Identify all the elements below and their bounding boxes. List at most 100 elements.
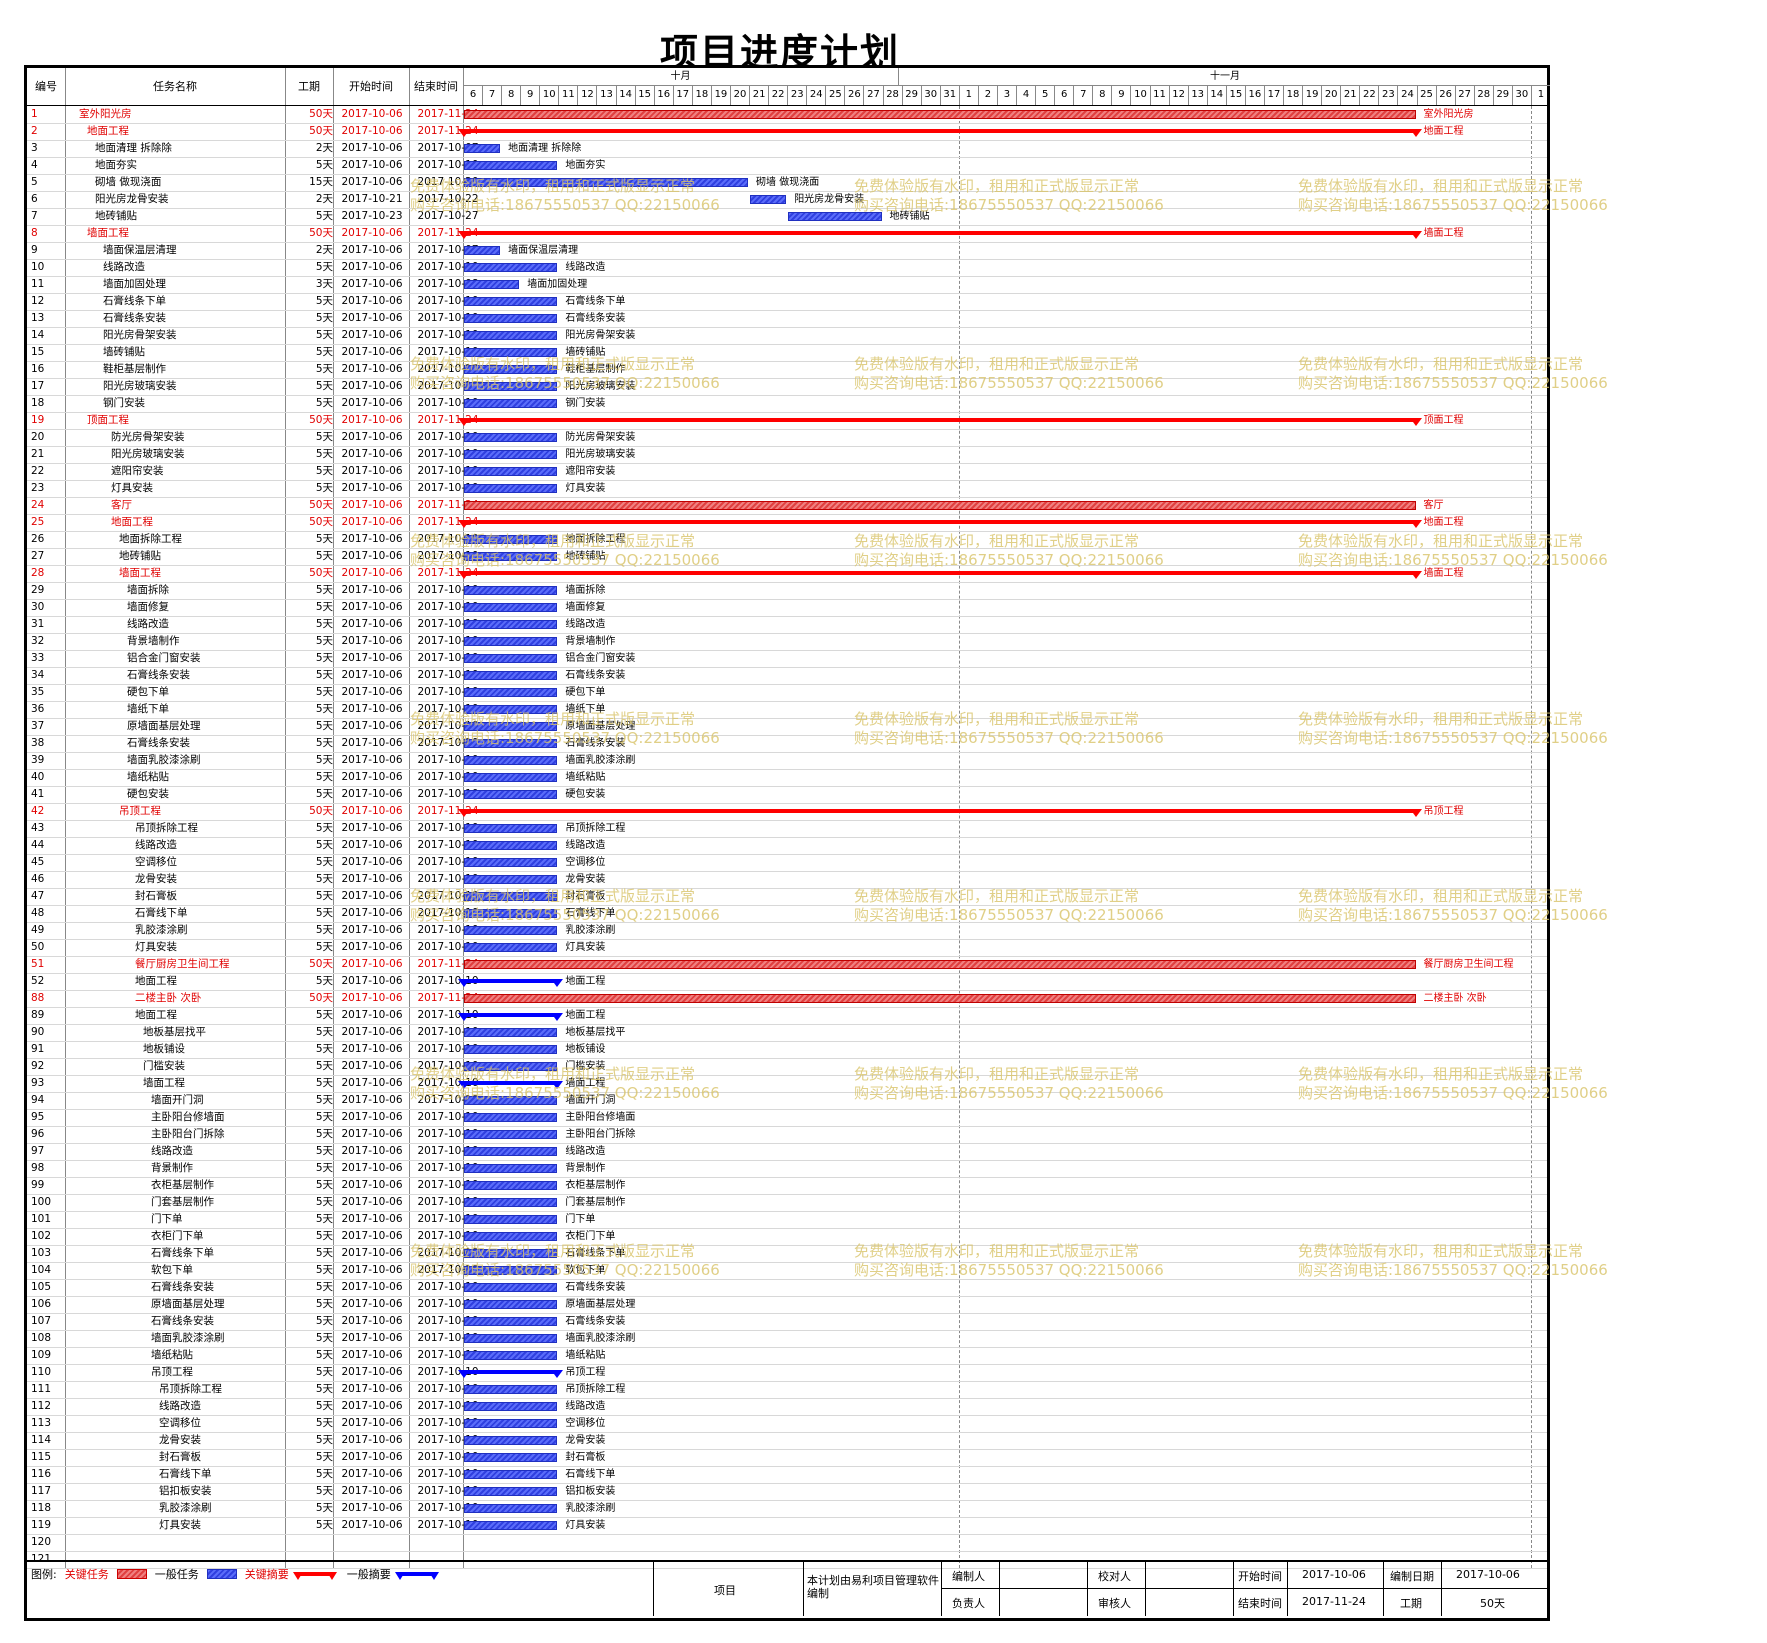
gantt-critical-summary[interactable]	[458, 809, 1421, 817]
table-row[interactable]: 35 硬包下单 5天 2017-10-06 2017-10-10	[27, 684, 1547, 702]
table-row[interactable]: 90 地板基层找平 5天 2017-10-06 2017-10-10	[27, 1024, 1547, 1042]
table-row[interactable]: 33 铝合金门窗安装 5天 2017-10-06 2017-10-10	[27, 650, 1547, 668]
table-row[interactable]: 40 墙纸粘贴 5天 2017-10-06 2017-10-10	[27, 769, 1547, 787]
gantt-critical-summary[interactable]	[458, 571, 1421, 579]
table-row[interactable]: 4 地面夯实 5天 2017-10-06 2017-10-10	[27, 157, 1547, 175]
table-row[interactable]: 105 石膏线条安装 5天 2017-10-06 2017-10-10	[27, 1279, 1547, 1297]
gantt-summary[interactable]	[457, 1081, 564, 1089]
gantt-task-bar[interactable]	[464, 1198, 558, 1207]
table-row[interactable]: 45 空调移位 5天 2017-10-06 2017-10-10	[27, 854, 1547, 872]
table-row[interactable]: 117 铝扣板安装 5天 2017-10-06 2017-10-10	[27, 1483, 1547, 1501]
table-row[interactable]: 25 地面工程 50天 2017-10-06 2017-11-24	[27, 514, 1547, 532]
table-row[interactable]: 48 石膏线下单 5天 2017-10-06 2017-10-10	[27, 905, 1547, 923]
gantt-task-bar[interactable]	[464, 297, 558, 306]
table-row[interactable]: 116 石膏线下单 5天 2017-10-06 2017-10-10	[27, 1466, 1547, 1484]
table-row[interactable]: 20 防光房骨架安装 5天 2017-10-06 2017-10-10	[27, 429, 1547, 447]
table-row[interactable]: 5 砌墙 做现浇面 15天 2017-10-06 2017-10-20	[27, 174, 1547, 192]
header-duration[interactable]: 工期	[285, 68, 334, 105]
table-row[interactable]: 34 石膏线条安装 5天 2017-10-06 2017-10-10	[27, 667, 1547, 685]
table-row[interactable]: 18 钢门安装 5天 2017-10-06 2017-10-10	[27, 395, 1547, 413]
gantt-task-bar[interactable]	[464, 144, 501, 153]
table-row[interactable]: 107 石膏线条安装 5天 2017-10-06 2017-10-10	[27, 1313, 1547, 1331]
gantt-task-bar[interactable]	[464, 1130, 558, 1139]
table-row[interactable]: 39 墙面乳胶漆涂刷 5天 2017-10-06 2017-10-10	[27, 752, 1547, 770]
footer-reviewer-value[interactable]	[1145, 1589, 1233, 1616]
gantt-task-bar[interactable]	[464, 1317, 558, 1326]
gantt-task-bar[interactable]	[464, 654, 558, 663]
table-row[interactable]: 24 客厅 50天 2017-10-06 2017-11-24	[27, 497, 1547, 515]
table-row[interactable]: 47 封石膏板 5天 2017-10-06 2017-10-10	[27, 888, 1547, 906]
table-row[interactable]: 6 阳光房龙骨安装 2天 2017-10-21 2017-10-22	[27, 191, 1547, 209]
gantt-task-bar[interactable]	[464, 552, 558, 561]
table-row[interactable]: 16 鞋柜基层制作 5天 2017-10-06 2017-10-10	[27, 361, 1547, 379]
table-row[interactable]: 43 吊顶拆除工程 5天 2017-10-06 2017-10-10	[27, 820, 1547, 838]
gantt-task-bar[interactable]	[464, 263, 558, 272]
table-row[interactable]: 102 衣柜门下单 5天 2017-10-06 2017-10-10	[27, 1228, 1547, 1246]
gantt-task-bar[interactable]	[464, 875, 558, 884]
gantt-task-bar[interactable]	[464, 1181, 558, 1190]
table-row[interactable]: 96 主卧阳台门拆除 5天 2017-10-06 2017-10-10	[27, 1126, 1547, 1144]
gantt-task-bar[interactable]	[464, 178, 749, 187]
table-row[interactable]: 89 地面工程 5天 2017-10-06 2017-10-10	[27, 1007, 1547, 1025]
table-row[interactable]: 11 墙面加固处理 3天 2017-10-06 2017-10-08	[27, 276, 1547, 294]
table-row[interactable]: 91 地板铺设 5天 2017-10-06 2017-10-10	[27, 1041, 1547, 1059]
gantt-task-bar[interactable]	[464, 943, 558, 952]
gantt-task-bar[interactable]	[464, 892, 558, 901]
table-row[interactable]: 23 灯具安装 5天 2017-10-06 2017-10-10	[27, 480, 1547, 498]
gantt-task-bar[interactable]	[464, 1164, 558, 1173]
table-row[interactable]: 88 二楼主卧 次卧 50天 2017-10-06 2017-11-24	[27, 990, 1547, 1008]
gantt-task-bar[interactable]	[464, 841, 558, 850]
table-row[interactable]: 120	[27, 1534, 1547, 1552]
table-row[interactable]: 49 乳胶漆涂刷 5天 2017-10-06 2017-10-10	[27, 922, 1547, 940]
table-row[interactable]: 27 地砖铺贴 5天 2017-10-06 2017-10-10	[27, 548, 1547, 566]
gantt-critical-summary[interactable]	[458, 129, 1421, 137]
gantt-task-bar[interactable]	[464, 314, 558, 323]
gantt-task-bar[interactable]	[464, 1232, 558, 1241]
table-row[interactable]: 106 原墙面基层处理 5天 2017-10-06 2017-10-10	[27, 1296, 1547, 1314]
table-row[interactable]: 31 线路改造 5天 2017-10-06 2017-10-10	[27, 616, 1547, 634]
table-row[interactable]: 21 阳光房玻璃安装 5天 2017-10-06 2017-10-10	[27, 446, 1547, 464]
gantt-task-bar[interactable]	[464, 161, 558, 170]
table-row[interactable]: 36 墙纸下单 5天 2017-10-06 2017-10-10	[27, 701, 1547, 719]
footer-owner-value[interactable]	[999, 1589, 1087, 1616]
table-row[interactable]: 115 封石膏板 5天 2017-10-06 2017-10-10	[27, 1449, 1547, 1467]
gantt-task-bar[interactable]	[464, 637, 558, 646]
gantt-task-bar[interactable]	[464, 1045, 558, 1054]
gantt-task-bar[interactable]	[750, 195, 787, 204]
table-row[interactable]: 41 硬包安装 5天 2017-10-06 2017-10-10	[27, 786, 1547, 804]
table-row[interactable]: 3 地面清理 拆除除 2天 2017-10-06 2017-10-07	[27, 140, 1547, 158]
gantt-task-bar[interactable]	[464, 824, 558, 833]
table-row[interactable]: 52 地面工程 5天 2017-10-06 2017-10-10	[27, 973, 1547, 991]
gantt-task-bar[interactable]	[464, 1402, 558, 1411]
gantt-critical-bar[interactable]	[464, 994, 1416, 1003]
table-row[interactable]: 94 墙面开门洞 5天 2017-10-06 2017-10-10	[27, 1092, 1547, 1110]
gantt-task-bar[interactable]	[464, 1147, 558, 1156]
gantt-summary[interactable]	[457, 1370, 564, 1378]
gantt-task-bar[interactable]	[464, 1419, 558, 1428]
gantt-task-bar[interactable]	[464, 1096, 558, 1105]
gantt-task-bar[interactable]	[464, 535, 558, 544]
table-row[interactable]: 118 乳胶漆涂刷 5天 2017-10-06 2017-10-10	[27, 1500, 1547, 1518]
gantt-task-bar[interactable]	[464, 1470, 558, 1479]
table-row[interactable]: 12 石膏线条下单 5天 2017-10-06 2017-10-10	[27, 293, 1547, 311]
table-row[interactable]: 14 阳光房骨架安装 5天 2017-10-06 2017-10-10	[27, 327, 1547, 345]
table-row[interactable]: 93 墙面工程 5天 2017-10-06 2017-10-10	[27, 1075, 1547, 1093]
gantt-critical-bar[interactable]	[464, 501, 1416, 510]
gantt-task-bar[interactable]	[464, 671, 558, 680]
table-row[interactable]: 103 石膏线条下单 5天 2017-10-06 2017-10-10	[27, 1245, 1547, 1263]
table-row[interactable]: 111 吊顶拆除工程 5天 2017-10-06 2017-10-10	[27, 1381, 1547, 1399]
table-row[interactable]: 17 阳光房玻璃安装 5天 2017-10-06 2017-10-10	[27, 378, 1547, 396]
gantt-task-bar[interactable]	[464, 1215, 558, 1224]
gantt-task-bar[interactable]	[464, 399, 558, 408]
gantt-task-bar[interactable]	[464, 280, 520, 289]
gantt-critical-summary[interactable]	[458, 520, 1421, 528]
header-id[interactable]: 编号	[27, 68, 66, 105]
gantt-task-bar[interactable]	[788, 212, 882, 221]
gantt-task-bar[interactable]	[464, 790, 558, 799]
table-row[interactable]: 110 吊顶工程 5天 2017-10-06 2017-10-10	[27, 1364, 1547, 1382]
gantt-critical-bar[interactable]	[464, 110, 1416, 119]
table-row[interactable]: 15 墙砖铺贴 5天 2017-10-06 2017-10-10	[27, 344, 1547, 362]
gantt-summary[interactable]	[457, 979, 564, 987]
table-row[interactable]: 101 门下单 5天 2017-10-06 2017-10-10	[27, 1211, 1547, 1229]
gantt-task-bar[interactable]	[464, 450, 558, 459]
